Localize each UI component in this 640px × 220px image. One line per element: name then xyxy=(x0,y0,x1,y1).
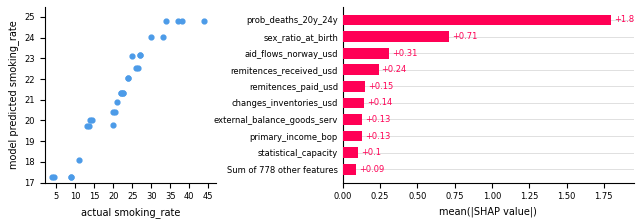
Text: +0.13: +0.13 xyxy=(365,115,390,124)
X-axis label: actual smoking_rate: actual smoking_rate xyxy=(81,207,180,218)
Point xyxy=(157,35,168,38)
Point xyxy=(74,158,84,161)
Text: +0.15: +0.15 xyxy=(368,82,394,91)
Point xyxy=(67,176,77,179)
Text: +0.14: +0.14 xyxy=(367,98,392,107)
Point xyxy=(131,66,141,70)
Bar xyxy=(343,131,362,141)
Point xyxy=(108,110,118,114)
Point xyxy=(67,176,77,179)
Point xyxy=(199,19,209,23)
Text: +0.09: +0.09 xyxy=(359,165,385,174)
Text: +0.31: +0.31 xyxy=(392,49,417,58)
Point xyxy=(173,19,183,23)
Bar xyxy=(343,147,358,158)
Point xyxy=(83,124,93,127)
Point xyxy=(116,91,126,94)
Bar xyxy=(343,81,365,92)
Point xyxy=(112,100,122,104)
Point xyxy=(118,91,128,94)
Point xyxy=(124,76,134,80)
Point xyxy=(161,19,172,23)
Bar xyxy=(343,31,449,42)
Point xyxy=(118,91,128,94)
Bar xyxy=(343,48,389,59)
Bar xyxy=(343,114,362,125)
Text: +0.13: +0.13 xyxy=(365,132,390,141)
Bar xyxy=(343,64,379,75)
Bar xyxy=(343,164,356,175)
Text: +0.71: +0.71 xyxy=(452,32,477,41)
Point xyxy=(81,124,92,127)
Point xyxy=(85,119,95,122)
Point xyxy=(49,176,60,179)
Point xyxy=(47,176,58,179)
Point xyxy=(110,110,120,114)
Point xyxy=(134,53,145,57)
Text: +0.1: +0.1 xyxy=(361,148,381,157)
Point xyxy=(127,55,138,58)
Point xyxy=(87,119,97,122)
Point xyxy=(116,91,126,94)
Point xyxy=(108,123,118,126)
X-axis label: mean(|SHAP value|): mean(|SHAP value|) xyxy=(439,207,537,217)
Bar xyxy=(343,97,364,108)
Point xyxy=(134,53,145,57)
Text: +0.24: +0.24 xyxy=(381,65,407,74)
Point xyxy=(146,35,156,38)
Point xyxy=(124,76,134,80)
Point xyxy=(177,19,187,23)
Y-axis label: model predicted smoking_rate: model predicted smoking_rate xyxy=(8,20,19,169)
Bar xyxy=(343,15,611,25)
Point xyxy=(133,66,143,70)
Text: +1.8: +1.8 xyxy=(614,15,634,24)
